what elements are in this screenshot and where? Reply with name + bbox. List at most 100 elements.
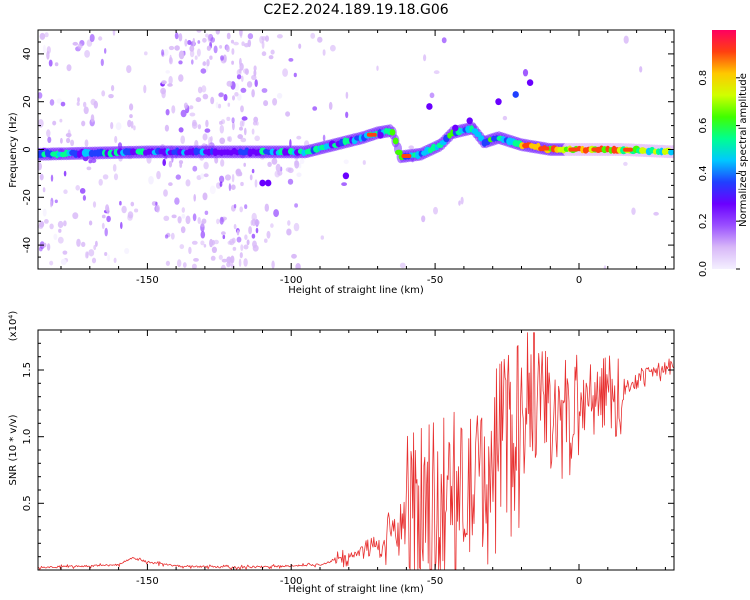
snr-panel: -150 -100 -50 0 0.5 1.0 1.5 Height of straigh… xyxy=(8,311,675,595)
heatmap-speckle xyxy=(287,220,291,226)
heatmap-speckle xyxy=(50,200,53,208)
heatmap-speckle xyxy=(168,182,173,187)
heatmap-speckle xyxy=(180,226,186,234)
figure-title: C2E2.2024.189.19.18.G06 xyxy=(263,2,448,18)
heatmap-speckle xyxy=(215,30,220,35)
heatmap-speckle xyxy=(58,228,62,233)
heatmap-speckle xyxy=(86,166,92,171)
heatmap-speckle xyxy=(197,217,201,224)
heatmap-speckle xyxy=(220,55,224,61)
heatmap-speckle xyxy=(200,68,207,74)
heatmap-speckle xyxy=(421,215,426,223)
heatmap-speckle xyxy=(143,84,147,94)
heatmap-speckle xyxy=(310,32,316,39)
heatmap-speckle xyxy=(60,258,67,265)
heatmap-speckle xyxy=(205,119,209,128)
heatmap-speckle xyxy=(276,92,283,99)
heatmap-speckle xyxy=(155,204,160,213)
heatmap-speckle xyxy=(114,135,118,144)
heatmap-speckle xyxy=(49,260,54,266)
heatmap-speckle xyxy=(82,195,86,201)
heatmap-speckle xyxy=(129,114,133,119)
heatmap-speckle xyxy=(189,105,194,110)
heatmap-speckle xyxy=(255,227,259,234)
heatmap-panel: -150 -100 -50 0 -40 -20 0 20 40 Height of strai… xyxy=(8,29,675,296)
y-tick-label: 1.0 xyxy=(22,429,33,445)
heatmap-speckle xyxy=(203,161,209,170)
heatmap-speckle xyxy=(376,65,379,71)
heatmap-speckle xyxy=(210,96,215,105)
heatmap-speckle xyxy=(106,215,111,223)
heatmap-speckle xyxy=(134,208,139,213)
snr-plot-area xyxy=(38,330,674,570)
heatmap-speckle xyxy=(345,111,349,119)
heatmap-speckle xyxy=(167,83,173,87)
heatmap-speckle xyxy=(192,119,197,127)
heatmap-speckle xyxy=(231,48,235,55)
heatmap-speckle xyxy=(225,174,231,181)
heatmap-speckle xyxy=(214,156,219,164)
heatmap-speckle xyxy=(246,81,253,88)
heatmap-speckle xyxy=(293,222,300,232)
heatmap-speckle xyxy=(295,263,301,269)
heatmap-speckle xyxy=(218,92,224,97)
heatmap-speckle xyxy=(101,214,106,219)
heatmap-speckle xyxy=(126,65,132,74)
heatmap-speckle xyxy=(60,137,63,144)
heatmap-speckle xyxy=(178,33,183,42)
heatmap-speckle xyxy=(127,119,132,128)
heatmap-speckle xyxy=(180,109,187,118)
heatmap-speckle xyxy=(53,233,58,240)
heatmap-speckle xyxy=(155,201,158,206)
colorbar-tick-label: 0.2 xyxy=(698,213,709,229)
heatmap-speckle xyxy=(107,254,110,262)
heatmap-speckle xyxy=(204,128,211,133)
heatmap-speckle xyxy=(160,87,167,95)
heatmap-speckle xyxy=(163,48,169,56)
heatmap-speckle xyxy=(603,265,607,269)
heatmap-speckle xyxy=(254,179,258,188)
heatmap-speckle xyxy=(47,136,52,143)
heatmap-speckle xyxy=(460,196,464,205)
heatmap-speckle xyxy=(98,36,103,41)
heatmap-speckle xyxy=(193,194,196,202)
heatmap-speckle xyxy=(288,58,294,62)
heatmap-speckle xyxy=(287,167,294,174)
heatmap-speckle xyxy=(408,145,415,150)
heatmap-speckle xyxy=(165,260,170,266)
heatmap-speckle xyxy=(219,120,223,125)
heatmap-blob xyxy=(426,103,433,110)
snr-y-ticks: 0.5 1.0 1.5 xyxy=(22,329,674,571)
heatmap-speckle xyxy=(322,134,326,142)
heatmap-speckle xyxy=(112,164,117,172)
heatmap-speckle xyxy=(130,120,134,129)
heatmap-speckle xyxy=(217,103,222,109)
heatmap-speckle xyxy=(230,184,236,190)
heatmap-blob xyxy=(495,98,502,106)
heatmap-speckle xyxy=(230,39,235,44)
heatmap-speckle xyxy=(72,41,79,46)
heatmap-speckle xyxy=(60,101,66,107)
heatmap-speckle xyxy=(191,59,194,65)
heatmap-speckle xyxy=(236,74,242,80)
heatmap-speckle xyxy=(254,79,258,87)
heatmap-speckle xyxy=(174,32,179,40)
heatmap-speckle xyxy=(213,239,219,245)
heatmap-speckle xyxy=(231,60,235,65)
heatmap-speckle xyxy=(237,134,243,140)
heatmap-speckle xyxy=(101,222,105,229)
snr-y-label: SNR (10 * v/v) xyxy=(8,414,19,485)
heatmap-speckle xyxy=(168,160,173,168)
heatmap-speckle xyxy=(76,238,81,247)
heatmap-speckle xyxy=(174,45,180,51)
heatmap-speckle xyxy=(161,80,167,85)
heatmap-speckle xyxy=(196,175,202,181)
heatmap-speckle xyxy=(253,69,257,77)
heatmap-speckle xyxy=(165,109,170,116)
heatmap-speckle xyxy=(163,189,168,197)
heatmap-speckle xyxy=(206,45,211,51)
y-tick-label: 1.5 xyxy=(22,362,33,378)
heatmap-ridge-peak xyxy=(366,132,377,137)
heatmap-speckle xyxy=(44,32,49,38)
heatmap-speckle xyxy=(102,174,109,180)
